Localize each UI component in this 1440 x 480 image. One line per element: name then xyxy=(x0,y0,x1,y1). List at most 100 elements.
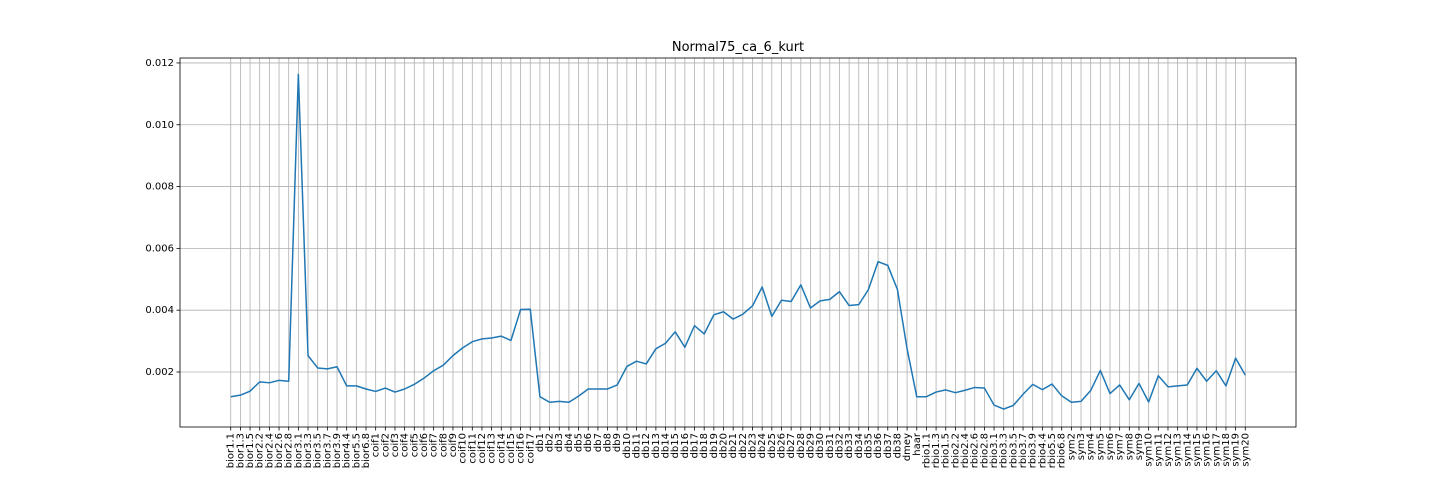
x-tick-label: db19 xyxy=(709,433,720,458)
x-tick-label: sym10 xyxy=(1144,433,1155,467)
x-tick-label: coif12 xyxy=(477,433,488,464)
x-tick-label: db2 xyxy=(545,433,556,452)
x-tick-label: bior5.5 xyxy=(351,433,362,468)
axis-ticks: bior1.1bior1.3bior1.5bior2.2bior2.4bior2… xyxy=(145,58,1251,468)
x-tick-label: coif16 xyxy=(516,433,527,464)
x-tick-label: sym8 xyxy=(1124,433,1135,460)
chart-title: Normal75_ca_6_kurt xyxy=(672,40,804,55)
x-tick-label: db9 xyxy=(612,433,623,452)
x-tick-label: db32 xyxy=(834,433,845,458)
x-tick-label: sym7 xyxy=(1115,433,1126,460)
x-tick-label: bior4.4 xyxy=(342,433,353,468)
x-tick-label: rbio3.3 xyxy=(999,433,1010,468)
x-tick-label: sym12 xyxy=(1163,433,1174,467)
x-tick-label: db35 xyxy=(863,433,874,458)
x-tick-label: bior3.1 xyxy=(293,433,304,468)
x-tick-label: coif4 xyxy=(400,433,411,457)
x-tick-label: db12 xyxy=(641,433,652,458)
x-tick-label: rbio1.1 xyxy=(921,433,932,468)
x-tick-label: rbio1.5 xyxy=(941,433,952,468)
x-tick-label: sym15 xyxy=(1192,433,1203,467)
x-tick-label: coif3 xyxy=(390,433,401,457)
y-tick-label: 0.002 xyxy=(145,367,174,378)
x-tick-label: rbio5.5 xyxy=(1047,433,1058,468)
x-tick-label: rbio1.3 xyxy=(931,433,942,468)
y-tick-label: 0.012 xyxy=(145,58,174,69)
x-tick-label: dmey xyxy=(902,433,913,461)
y-tick-label: 0.008 xyxy=(145,182,174,193)
x-tick-label: bior1.3 xyxy=(235,433,246,468)
x-tick-label: haar xyxy=(912,432,923,456)
y-tick-label: 0.004 xyxy=(145,305,174,316)
x-tick-label: coif10 xyxy=(458,433,469,464)
x-tick-label: db30 xyxy=(815,433,826,458)
x-tick-label: db24 xyxy=(757,433,768,458)
x-tick-label: rbio3.7 xyxy=(1018,433,1029,468)
x-tick-label: db1 xyxy=(535,433,546,452)
x-tick-label: bior3.5 xyxy=(313,433,324,468)
x-tick-label: db28 xyxy=(796,433,807,458)
series-layer xyxy=(230,73,1246,410)
x-tick-label: coif17 xyxy=(525,433,536,464)
x-tick-label: db3 xyxy=(554,433,565,452)
x-tick-label: db8 xyxy=(603,433,614,452)
x-tick-label: rbio2.6 xyxy=(970,433,981,468)
x-tick-label: db21 xyxy=(728,433,739,458)
x-tick-label: sym5 xyxy=(1095,433,1106,460)
x-tick-label: db5 xyxy=(574,433,585,452)
x-tick-label: rbio3.9 xyxy=(1028,433,1039,468)
x-tick-label: db22 xyxy=(738,433,749,458)
x-tick-label: db20 xyxy=(719,433,730,458)
x-tick-label: sym3 xyxy=(1076,433,1087,460)
x-tick-label: db27 xyxy=(786,433,797,458)
plot-area-frame xyxy=(179,57,1297,428)
x-tick-label: db34 xyxy=(854,433,865,458)
x-tick-label: bior3.7 xyxy=(322,433,333,468)
x-tick-label: db16 xyxy=(680,433,691,458)
x-tick-label: sym18 xyxy=(1221,433,1232,467)
x-tick-label: bior2.6 xyxy=(274,433,285,468)
x-tick-label: db14 xyxy=(661,433,672,458)
x-tick-label: db33 xyxy=(844,433,855,458)
x-tick-label: db13 xyxy=(651,433,662,458)
x-tick-label: db4 xyxy=(564,433,575,452)
x-tick-label: db29 xyxy=(805,433,816,458)
x-tick-label: db10 xyxy=(622,433,633,458)
x-tick-label: sym17 xyxy=(1211,433,1222,467)
x-tick-label: sym2 xyxy=(1066,433,1077,460)
x-tick-label: coif9 xyxy=(448,433,459,457)
x-tick-label: coif2 xyxy=(380,433,391,457)
x-tick-label: rbio2.4 xyxy=(960,433,971,468)
x-tick-label: bior2.2 xyxy=(255,433,266,468)
x-tick-label: rbio2.8 xyxy=(979,433,990,468)
x-tick-label: bior6.8 xyxy=(361,433,372,468)
x-tick-label: db17 xyxy=(690,433,701,458)
x-tick-label: coif6 xyxy=(419,433,430,457)
x-tick-label: db38 xyxy=(892,433,903,458)
x-tick-label: db7 xyxy=(593,433,604,452)
x-tick-label: db36 xyxy=(873,433,884,458)
x-tick-label: bior3.9 xyxy=(332,433,343,468)
x-tick-label: coif13 xyxy=(487,433,498,464)
x-tick-label: sym20 xyxy=(1240,433,1251,467)
x-tick-label: rbio6.8 xyxy=(1057,433,1068,468)
x-tick-label: sym9 xyxy=(1134,433,1145,460)
x-tick-label: db15 xyxy=(670,433,681,458)
x-tick-label: sym6 xyxy=(1105,433,1116,460)
grid-lines xyxy=(180,58,1296,427)
x-tick-label: coif14 xyxy=(496,433,507,464)
x-tick-label: db11 xyxy=(632,433,643,458)
x-tick-label: coif7 xyxy=(429,433,440,457)
x-tick-label: sym19 xyxy=(1231,433,1242,467)
x-tick-label: db23 xyxy=(747,433,758,458)
x-tick-label: coif8 xyxy=(438,433,449,457)
x-tick-label: bior1.5 xyxy=(245,433,256,468)
y-tick-label: 0.010 xyxy=(145,120,174,131)
x-tick-label: rbio3.1 xyxy=(989,433,1000,468)
x-tick-label: db26 xyxy=(776,433,787,458)
x-tick-label: db18 xyxy=(699,433,710,458)
x-tick-label: bior2.8 xyxy=(284,433,295,468)
x-tick-label: db6 xyxy=(583,433,594,452)
x-tick-label: coif11 xyxy=(467,433,478,464)
